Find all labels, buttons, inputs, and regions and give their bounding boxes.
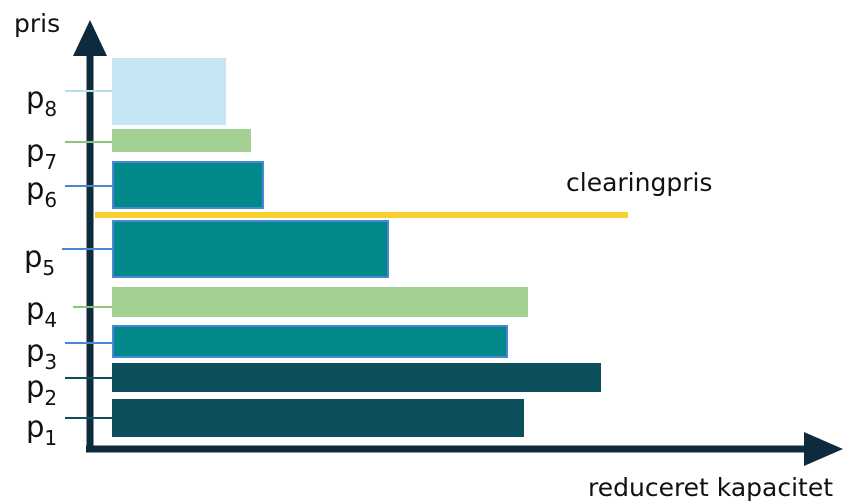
price-label-p1: p1	[26, 410, 57, 450]
price-label-base: p	[26, 334, 44, 368]
price-label-p7: p7	[26, 134, 57, 174]
price-label-subscript: 1	[44, 426, 57, 450]
price-label-p2: p2	[26, 370, 57, 410]
price-label-subscript: 2	[44, 386, 57, 410]
price-label-p4: p4	[26, 292, 57, 332]
y-axis-arrowhead	[73, 20, 107, 56]
price-label-base: p	[26, 172, 44, 206]
price-label-subscript: 3	[44, 350, 57, 374]
price-label-subscript: 8	[44, 97, 57, 121]
price-label-p5: p5	[24, 240, 55, 280]
bid-bar-p8	[112, 58, 226, 125]
price-label-base: p	[26, 292, 44, 326]
price-label-subscript: 4	[44, 308, 57, 332]
x-axis-arrowhead	[804, 432, 843, 466]
bid-bar-p2	[112, 363, 601, 392]
price-label-p6: p6	[26, 172, 57, 212]
price-label-subscript: 6	[44, 188, 57, 212]
price-label-p8: p8	[26, 81, 57, 121]
bid-bar-p5	[112, 220, 389, 278]
bid-bar-p6	[112, 161, 264, 209]
bid-bar-p1	[112, 399, 524, 437]
price-label-base: p	[24, 240, 42, 274]
price-label-p3: p3	[26, 334, 57, 374]
price-label-base: p	[26, 81, 44, 115]
axes	[73, 20, 843, 466]
price-label-base: p	[26, 410, 44, 444]
bid-bar-p7	[112, 129, 251, 152]
bid-bar-p4	[112, 287, 528, 317]
clearing-price-label: clearingpris	[566, 168, 712, 197]
price-label-base: p	[26, 370, 44, 404]
price-label-subscript: 5	[42, 256, 55, 280]
price-label-subscript: 7	[44, 150, 57, 174]
y-axis-label: pris	[14, 9, 60, 38]
price-label-base: p	[26, 134, 44, 168]
bid-bar-p3	[112, 325, 508, 358]
x-axis-label: reduceret kapacitet	[588, 473, 833, 502]
